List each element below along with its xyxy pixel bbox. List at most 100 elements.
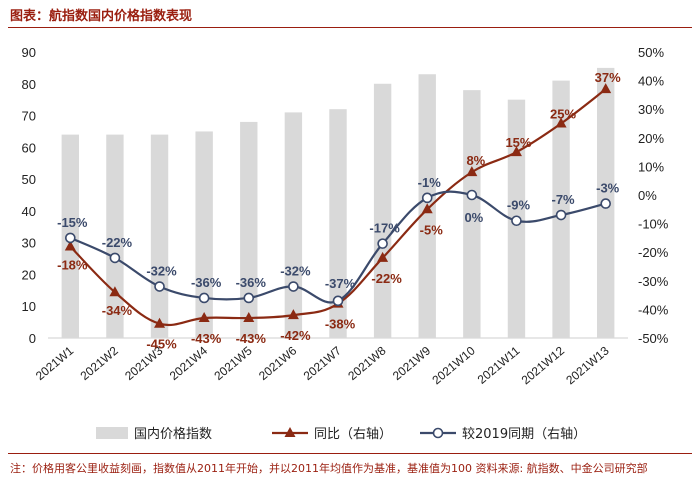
legend-label-vs2019: 较2019同期（右轴）: [462, 427, 586, 442]
vs2019-marker: [65, 232, 76, 244]
vs2019-marker: [288, 281, 299, 292]
y-right-tick-label: 30%: [638, 102, 664, 117]
y-left-tick-label: 70: [22, 109, 36, 124]
x-tick-label: 2021W5: [211, 343, 254, 383]
yoy-marker: [466, 166, 478, 177]
bar: [552, 80, 570, 338]
yoy-marker: [109, 286, 121, 297]
yoy-marker: [243, 311, 255, 322]
x-tick-label: 2021W7: [301, 343, 344, 383]
yoy-marker: [154, 317, 166, 328]
yoy-data-label: -18%: [57, 257, 88, 272]
yoy-data-label: -45%: [146, 337, 177, 352]
bar: [150, 134, 169, 338]
x-tick-label: 2021W13: [563, 343, 612, 387]
vs2019-data-label: -36%: [236, 275, 267, 290]
data-labels: -18% -34% -45% -43% -43% -42% -38% -22% -5% 8% 15%…: [57, 70, 621, 352]
yoy-marker: [377, 251, 389, 262]
legend-label-yoy: 同比（右轴）: [314, 427, 392, 442]
x-tick-label: 2021W2: [78, 343, 121, 383]
y-left-tick-label: 20: [22, 267, 36, 282]
y-left-tick-label: 30: [22, 236, 36, 251]
vs2019-data-label: -36%: [191, 275, 222, 290]
x-tick-label: 2021W9: [390, 343, 433, 383]
vs2019-data-label: -32%: [146, 264, 177, 279]
yoy-data-label: -22%: [371, 271, 402, 286]
vs2019-marker: [377, 238, 388, 249]
vs2019-marker: [511, 215, 522, 227]
vs2019-marker: [555, 209, 567, 221]
y-right-tick-label: -20%: [638, 245, 669, 260]
vs2019-data-label: -15%: [57, 215, 88, 230]
vs2019-marker: [332, 295, 344, 307]
y-right-tick-label: 0%: [638, 188, 657, 203]
yoy-data-label: -43%: [191, 331, 222, 346]
y-right-tick-label: -30%: [638, 274, 669, 289]
vs2019-marker: [466, 189, 478, 201]
y-left-tick-label: 0: [29, 331, 36, 346]
vs2019-data-label: -17%: [369, 221, 400, 236]
yoy-marker: [510, 146, 522, 157]
vs2019-marker: [600, 198, 611, 209]
x-tick-label: 2021W12: [519, 343, 568, 387]
yoy-marker: [600, 83, 612, 94]
line-series: [64, 83, 612, 328]
y-right-tick-label: 40%: [638, 74, 664, 89]
x-tick-label: 2021W6: [256, 343, 299, 383]
vs2019-data-label: -32%: [280, 264, 311, 279]
bar: [329, 109, 347, 338]
y-right-tick-label: 20%: [638, 131, 664, 146]
yoy-data-label: -43%: [236, 331, 267, 346]
vs2019-data-label: 0%: [464, 210, 483, 225]
vs2019-data-label: -22%: [102, 235, 133, 250]
legend-label-bar: 国内价格指数: [134, 426, 212, 442]
y-left-tick-label: 80: [22, 77, 36, 92]
yoy-marker: [64, 240, 76, 251]
vs2019-marker: [421, 192, 433, 204]
vs2019-marker: [198, 292, 210, 304]
legend-marker-yoy: [284, 427, 296, 437]
bar: [195, 131, 213, 338]
bar: [284, 112, 303, 338]
legend: 国内价格指数 同比（右轴） 较2019同期（右轴）: [96, 426, 586, 442]
legend-marker-vs2019: [432, 427, 444, 439]
vs2019-data-label: -1%: [418, 175, 442, 190]
bar: [240, 121, 258, 339]
y-left-tick-label: 50: [22, 172, 36, 187]
yoy-data-label: -38%: [325, 317, 356, 332]
yoy-data-label: -42%: [280, 328, 311, 343]
footnote: 注：价格用客公里收益刻画，指数值从2011年开始，并以2011年均值作为基准，基…: [10, 462, 648, 475]
title-divider: [8, 27, 692, 28]
vs2019-data-label: -7%: [552, 192, 576, 207]
bar: [463, 90, 481, 338]
yoy-marker: [198, 311, 210, 322]
y-left-tick-label: 90: [22, 45, 36, 60]
y-right-tick-label: 10%: [638, 159, 664, 174]
vs2019-marker: [243, 292, 255, 304]
yoy-marker: [287, 309, 299, 320]
chart-title: 图表：航指数国内价格指数表现: [10, 9, 193, 24]
x-tick-label: 2021W1: [33, 343, 76, 383]
yoy-data-label: -5%: [420, 222, 444, 237]
x-tick-label: 2021W10: [429, 343, 478, 387]
yoy-data-label: 37%: [595, 70, 621, 85]
yoy-data-label: 25%: [550, 107, 576, 122]
x-tick-label: 2021W11: [475, 343, 523, 386]
legend-swatch-bar: [96, 427, 128, 439]
vs2019-marker: [109, 252, 121, 264]
y-left-tick-label: 60: [22, 140, 36, 155]
vs2019-data-label: -37%: [325, 276, 356, 291]
y-right-tick-label: -40%: [638, 302, 669, 317]
y-right-tick-label: -50%: [638, 331, 669, 346]
y-right-tick-label: -10%: [638, 217, 669, 232]
y-right-tick-label: 50%: [638, 45, 664, 60]
bar: [373, 83, 392, 339]
yoy-marker: [421, 203, 433, 214]
vs2019-data-label: -9%: [507, 198, 531, 213]
footnote-divider: [8, 453, 692, 454]
yoy-data-label: 8%: [466, 153, 485, 168]
y-left-tick-label: 40: [22, 204, 36, 219]
yoy-data-label: 15%: [505, 135, 531, 150]
vs2019-data-label: -3%: [596, 181, 620, 196]
